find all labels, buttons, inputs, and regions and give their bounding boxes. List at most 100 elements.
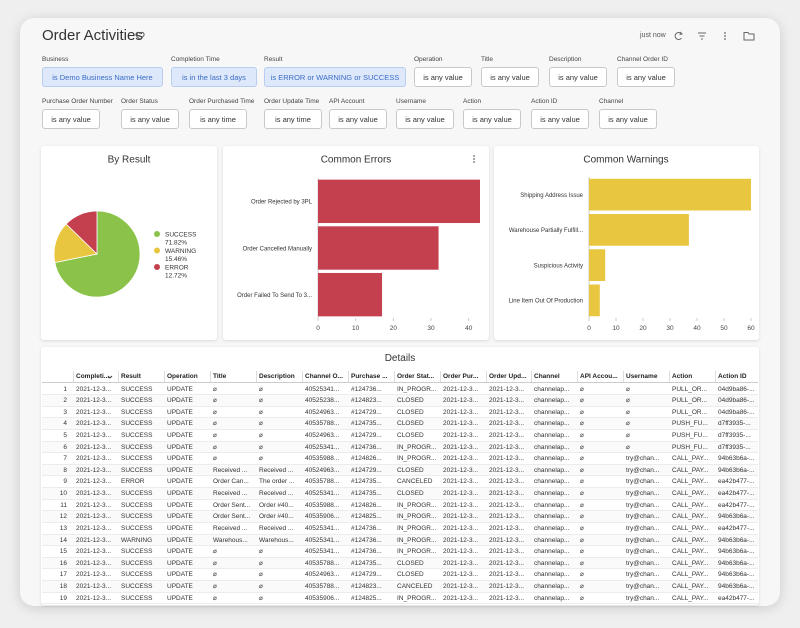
table-cell: 40535788... — [305, 478, 340, 486]
table-cell: SUCCESS — [121, 501, 153, 509]
table-cell: 2021-12-3... — [443, 466, 479, 474]
filter-value[interactable]: is any value — [599, 109, 657, 129]
filter-value[interactable]: is any time — [189, 109, 247, 129]
table-cell: CALL_PAY... — [672, 559, 709, 567]
table-cell: 2021-12-3... — [76, 420, 112, 428]
table-cell: 2021-12-3... — [76, 571, 112, 579]
table-cell: ⌀ — [626, 408, 630, 416]
table-cell: ⌀ — [580, 524, 584, 532]
filter-value[interactable]: is any value — [121, 109, 179, 129]
table-cell: ⌀ — [580, 559, 584, 567]
filter-value[interactable]: is Demo Business Name Here — [42, 67, 163, 87]
table-cell: CLOSED — [397, 408, 424, 416]
table-cell: 2021-12-3... — [76, 408, 112, 416]
table-cell: 2021-12-3... — [489, 443, 525, 451]
table-row — [42, 418, 758, 430]
column-header[interactable]: Completi... — [76, 373, 110, 380]
x-tick-label: 60 — [747, 325, 755, 332]
favorite-icon[interactable] — [135, 31, 145, 41]
table-cell: 94b63b6a-... — [718, 559, 755, 567]
column-header[interactable]: Operation — [167, 373, 198, 380]
table-cell: ⌀ — [259, 571, 263, 579]
filter-value[interactable]: is in the last 3 days — [171, 67, 257, 87]
legend-label: ERROR — [165, 264, 189, 271]
table-cell: 2021-12-3... — [443, 501, 479, 509]
table-cell: 2021-12-3... — [489, 431, 525, 439]
column-header[interactable]: Purchase ... — [351, 373, 388, 380]
table-cell: 2021-12-3... — [443, 397, 479, 405]
column-header[interactable]: Title — [213, 373, 227, 380]
column-header[interactable]: API Accou... — [580, 373, 618, 380]
column-header[interactable]: Order Stat... — [397, 373, 435, 380]
filter-value[interactable]: is any value — [617, 67, 675, 87]
table-cell: PUSH_FU... — [672, 443, 708, 451]
row-number: 5 — [63, 431, 67, 439]
table-cell: IN_PROGR... — [397, 501, 437, 509]
table-cell: try@chan... — [626, 455, 660, 463]
more-icon[interactable] — [724, 32, 726, 40]
column-header[interactable]: Username — [626, 373, 658, 380]
filter-value[interactable]: is any time — [264, 109, 322, 129]
column-header[interactable]: Action — [672, 373, 693, 380]
table-cell: 2021-12-3... — [76, 559, 112, 567]
table-cell: SUCCESS — [121, 559, 153, 567]
table-cell: ⌀ — [626, 420, 630, 428]
table-cell: 2021-12-3... — [443, 431, 479, 439]
table-cell: 2021-12-3... — [489, 420, 525, 428]
row-number: 3 — [63, 408, 67, 416]
chart-menu-icon[interactable] — [473, 155, 475, 163]
table-cell: channelap... — [534, 466, 570, 474]
table-cell: ea42b477-... — [718, 478, 755, 486]
filter-value[interactable]: is any value — [396, 109, 454, 129]
bar — [318, 226, 439, 270]
column-header[interactable]: Channel O... — [305, 373, 343, 380]
filter-value[interactable]: is ERROR or WARNING or SUCCESS — [264, 67, 406, 87]
filter-value[interactable]: is any value — [549, 67, 607, 87]
table-cell: 2021-12-3... — [489, 408, 525, 416]
table-cell: SUCCESS — [121, 408, 153, 416]
filter-value[interactable]: is any value — [414, 67, 472, 87]
table-cell: try@chan... — [626, 501, 660, 509]
table-cell: #124735... — [351, 490, 382, 498]
table-cell: 40535988... — [305, 501, 340, 509]
filter-value[interactable]: is any value — [42, 109, 100, 129]
table-cell: CLOSED — [397, 559, 424, 567]
column-header[interactable]: Channel — [534, 373, 560, 380]
table-cell: ⌀ — [580, 466, 584, 474]
details-title: Details — [384, 353, 416, 364]
filter-icon[interactable] — [698, 32, 706, 40]
filter-label: Action — [463, 98, 482, 105]
table-row — [42, 406, 758, 419]
table-cell: UPDATE — [167, 466, 193, 474]
folder-icon[interactable] — [743, 32, 755, 41]
filter-value[interactable]: is any value — [531, 109, 589, 129]
table-cell: d7ff3935-... — [718, 420, 751, 428]
row-number: 16 — [59, 559, 67, 567]
chart-title: Common Errors — [321, 155, 392, 166]
table-cell: ⌀ — [213, 594, 217, 602]
table-cell: 40535788... — [305, 559, 340, 567]
filter-value[interactable]: is any value — [463, 109, 521, 129]
column-header[interactable]: Result — [121, 373, 141, 380]
table-row — [42, 395, 758, 407]
table-cell: UPDATE — [167, 513, 193, 521]
table-cell: 2021-12-3... — [489, 524, 525, 532]
refresh-icon[interactable] — [674, 31, 684, 40]
table-cell: 94b63b6a-... — [718, 455, 755, 463]
filter-value[interactable]: is any value — [481, 67, 539, 87]
table-cell: UPDATE — [167, 571, 193, 579]
table-cell: ⌀ — [259, 583, 263, 591]
filter-value[interactable]: is any value — [329, 109, 387, 129]
column-header[interactable]: Action ID — [718, 373, 747, 380]
row-number: 10 — [59, 490, 67, 498]
column-header[interactable]: Order Upd... — [489, 373, 527, 380]
column-header[interactable]: Description — [259, 373, 295, 380]
sort-icon[interactable] — [107, 374, 113, 380]
table-cell: ⌀ — [580, 513, 584, 521]
table-cell: 2021-12-3... — [76, 466, 112, 474]
table-cell: 2021-12-3... — [443, 420, 479, 428]
bar — [589, 249, 606, 281]
column-header[interactable]: Order Pur... — [443, 373, 479, 380]
table-cell: Received ... — [259, 490, 294, 498]
table-cell: #124823... — [351, 397, 382, 405]
